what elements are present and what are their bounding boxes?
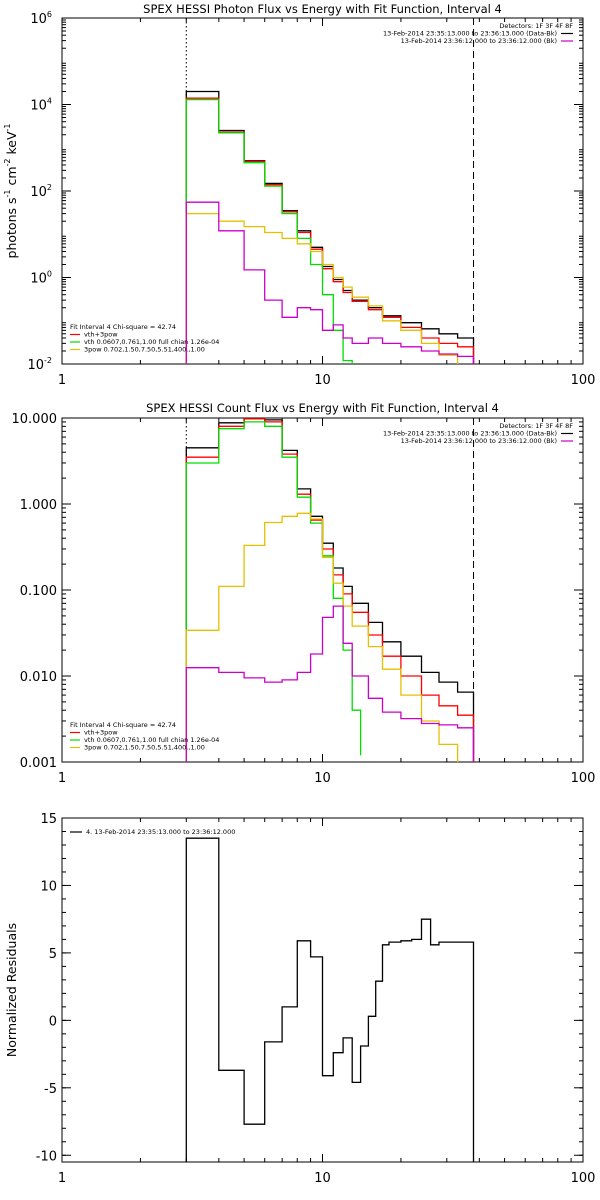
series-group: [185, 418, 475, 762]
fit-legend-label: 3pow 0.702,1.50,7.50,5.51,400.,1.00: [84, 346, 205, 354]
x-tick-label: 10: [314, 373, 331, 388]
y-axis-label-unit: cm: [4, 166, 19, 189]
chart-title: SPEX HESSI Photon Flux vs Energy with Fi…: [143, 2, 502, 16]
y-tick-exp: 6: [47, 10, 52, 19]
y-axis-label: Normalized Residuals: [4, 923, 19, 1057]
y-axis-label-text: Normalized Residuals: [4, 923, 19, 1057]
y-axis-label-exp: -2: [3, 159, 12, 167]
x-tick-label: 1: [58, 1171, 66, 1186]
series-line-4: [185, 512, 459, 762]
series-line-4: [185, 212, 459, 364]
y-tick-label: 10: [40, 879, 57, 894]
legend-entry-label: 13-Feb-2014 23:36:12.000 to 23:36:12.000…: [401, 437, 557, 445]
series-line-2: [185, 418, 475, 762]
series-line-1: [185, 90, 475, 364]
legend-entry-label: 4. 13-Feb-2014 23:35:13.000 to 23:36:12.…: [86, 828, 235, 836]
fit-legend-label: vth+3pow: [84, 331, 118, 339]
y-axis-label-exp: -1: [3, 190, 12, 198]
y-tick-label: 0.100: [20, 584, 57, 599]
y-tick-exp: -2: [44, 356, 52, 365]
y-axis-label-text: photons s: [4, 198, 19, 259]
series-line-3: [185, 98, 353, 364]
x-tick-label: 100: [571, 1171, 596, 1186]
fit-legend-header: Fit Interval 4 Chi-square = 42.74: [70, 323, 176, 331]
y-tick-label: 10-2: [27, 356, 52, 373]
y-tick-label: -5: [44, 1082, 57, 1097]
fit-legend-label: vth 0.0607,0.761,1.00 full chian 1.26e-0…: [84, 338, 219, 346]
series-group: [185, 837, 475, 1162]
fit-legend-label: vth 0.0607,0.761,1.00 full chian 1.26e-0…: [84, 736, 219, 744]
legend-header: Detectors: 1F 3F 4F 8F: [499, 422, 573, 430]
plot-frame: [61, 417, 584, 763]
fit-legend-header: Fit Interval 4 Chi-square = 42.74: [70, 721, 176, 729]
y-tick-label: 15: [40, 812, 57, 827]
x-tick-label: 100: [571, 771, 596, 786]
fit-legend-label: vth+3pow: [84, 729, 118, 737]
y-tick-label: 1.000: [20, 498, 57, 513]
y-tick-base: 10: [30, 12, 47, 27]
y-tick-label: 10.000: [12, 412, 58, 427]
legend-header: Detectors: 1F 3F 4F 8F: [499, 22, 573, 30]
fit-legend-label: 3pow 0.702,1.50,7.50,5.51,400.,1.00: [84, 744, 205, 752]
series-line-1: [185, 837, 475, 1162]
y-axis-label-exp: -1: [3, 124, 12, 132]
y-tick-label: 0.010: [20, 670, 57, 685]
legend-entry-label: 13-Feb-2014 23:35:13.000 to 23:36:13.000…: [383, 430, 557, 438]
series-line-2: [185, 97, 475, 364]
y-tick-exp: 4: [47, 97, 52, 106]
legend-entry-label: 13-Feb-2014 23:35:13.000 to 23:36:13.000…: [383, 30, 557, 38]
x-tick-label: 100: [571, 373, 596, 388]
x-tick-label: 1: [58, 373, 66, 388]
y-tick-label: 0: [49, 1014, 57, 1029]
y-tick-label: 0.001: [20, 756, 57, 771]
y-tick-label: -10: [36, 1149, 57, 1164]
y-tick-base: 10: [27, 358, 44, 373]
legend-entry-label: 13-Feb-2014 23:36:12.000 to 23:36:12.000…: [401, 37, 557, 45]
y-axis-label: photons s-1 cm-2 keV-1: [3, 124, 19, 259]
y-tick-label: 100: [30, 270, 52, 287]
x-tick-label: 10: [314, 1171, 331, 1186]
y-tick-label: 104: [30, 97, 52, 114]
y-tick-label: 102: [30, 183, 52, 200]
chart-title: SPEX HESSI Count Flux vs Energy with Fit…: [146, 401, 499, 415]
series-line-1: [185, 418, 475, 762]
y-tick-exp: 0: [47, 270, 52, 279]
series-group: [185, 90, 475, 364]
series-line-5: [185, 605, 475, 762]
y-tick-exp: 2: [47, 183, 52, 192]
y-tick-base: 10: [30, 272, 47, 287]
series-line-3: [185, 421, 362, 762]
y-tick-label: 106: [30, 10, 52, 27]
series-line-5: [185, 201, 475, 364]
y-axis-label-unit: keV: [4, 131, 19, 158]
y-tick-base: 10: [30, 185, 47, 200]
y-tick-base: 10: [30, 99, 47, 114]
y-tick-label: 5: [49, 947, 57, 962]
panel-3: 1 10 100 -10 -5 0 5 10 15 Normalized Residuals 4. …: [4, 812, 596, 1186]
panel-2: 1 10 100 0.001 0.010 0.100 1.000 10.000 SPEX HES…: [12, 401, 596, 786]
x-tick-label: 1: [58, 771, 66, 786]
x-tick-label: 10: [314, 771, 331, 786]
